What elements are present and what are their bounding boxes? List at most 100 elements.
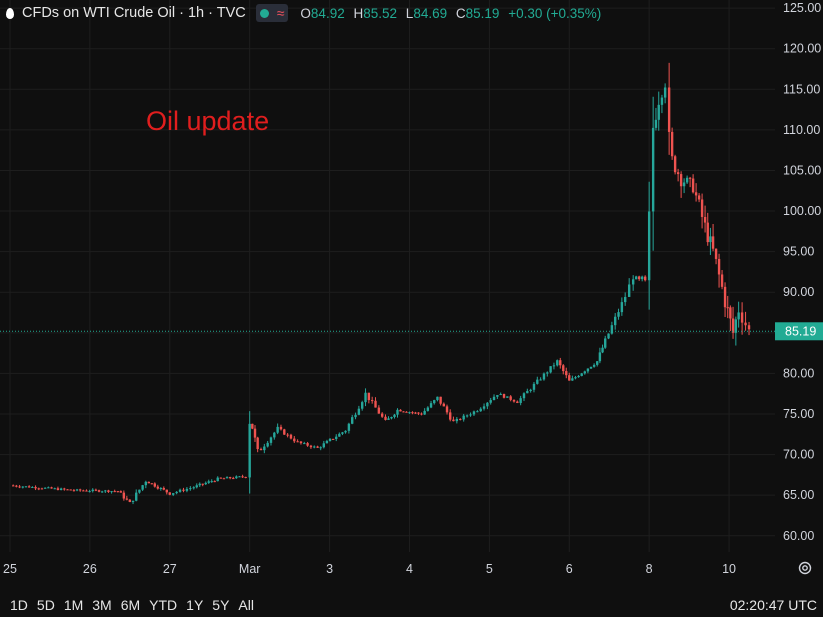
candle-body	[568, 375, 571, 381]
candle-body	[711, 236, 715, 249]
time-range-bar: 1D 5D 1M 3M 6M YTD 1Y 5Y All 02:20:47 UTC	[0, 594, 823, 617]
candle-body	[213, 481, 216, 483]
candle-body	[159, 487, 162, 489]
candle-body	[131, 500, 135, 503]
candle-body	[309, 445, 313, 448]
candle-body	[691, 178, 695, 193]
candle-body	[122, 492, 126, 499]
candle-body	[107, 490, 110, 492]
candle-body	[492, 396, 496, 401]
candle-body	[238, 476, 241, 478]
timeframe-buttons: 1D 5D 1M 3M 6M YTD 1Y 5Y All	[10, 597, 263, 613]
candle-body	[697, 195, 701, 200]
timeframe-button-ytd[interactable]: YTD	[149, 597, 178, 613]
candle-body	[522, 393, 526, 399]
x-tick-label: 25	[3, 562, 17, 576]
candle-body	[27, 486, 31, 488]
candle-body	[360, 402, 364, 409]
candle-body	[21, 486, 24, 488]
y-tick-label: 65.00	[783, 488, 814, 502]
candle-body	[293, 438, 296, 442]
candle-body	[195, 485, 198, 488]
candle-body	[357, 408, 361, 415]
candle-body	[135, 492, 138, 501]
timeframe-button-3m[interactable]: 3M	[92, 597, 112, 613]
open-value: 84.92	[310, 5, 345, 21]
candle-body	[592, 364, 596, 367]
candle-body	[574, 377, 577, 379]
chart-header: CFDs on WTI Crude Oil · 1h · TVC ≈ O84.9…	[6, 4, 606, 22]
candle-body	[299, 441, 303, 444]
candle-body	[723, 286, 727, 308]
candle-body	[325, 440, 329, 444]
candle-body	[380, 413, 384, 417]
timeframe-button-5d[interactable]: 5D	[36, 597, 55, 613]
y-tick-label: 60.00	[783, 529, 814, 543]
change-value: +0.30 (+0.35%)	[508, 5, 602, 21]
high-value: 85.52	[363, 5, 398, 21]
last-price-label: 85.19	[785, 324, 816, 338]
x-tick-label: 8	[646, 562, 653, 576]
y-tick-label: 110.00	[783, 123, 820, 137]
candle-body	[150, 483, 154, 485]
y-tick-label: 90.00	[783, 285, 814, 299]
candle-body	[486, 402, 489, 407]
candle-body	[53, 488, 56, 490]
candle-body	[222, 478, 226, 480]
price-chart[interactable]: 60.0065.0070.0075.0080.0085.0090.0095.00…	[0, 0, 823, 594]
timeframe-button-5y[interactable]: 5Y	[212, 597, 230, 613]
candle-body	[562, 365, 565, 372]
candle-body	[700, 199, 704, 217]
x-tick-label: 10	[722, 562, 736, 576]
timeframe-button-6m[interactable]: 6M	[120, 597, 141, 613]
candle-body	[526, 391, 529, 394]
candle-body	[489, 400, 492, 403]
candle-body	[273, 432, 276, 438]
candle-body	[673, 156, 677, 173]
candle-body	[351, 417, 354, 424]
candle-body	[479, 408, 482, 412]
candle-body	[532, 383, 536, 390]
candle-body	[175, 491, 178, 494]
indicator-toggle[interactable]: ≈	[255, 4, 289, 22]
candle-body	[433, 400, 436, 404]
candle-body	[709, 236, 712, 243]
candle-body	[335, 436, 338, 439]
candle-body	[731, 318, 735, 333]
symbol-title[interactable]: CFDs on WTI Crude Oil · 1h · TVC	[22, 5, 246, 21]
candle-body	[232, 478, 235, 480]
candle-body	[72, 490, 76, 492]
candle-body	[729, 307, 732, 319]
candle-body	[37, 488, 40, 490]
candle-body	[679, 174, 683, 187]
candle-body	[442, 403, 446, 407]
candle-body	[153, 483, 157, 487]
candle-body	[420, 413, 423, 415]
candle-body	[141, 485, 144, 490]
timeframe-button-1m[interactable]: 1M	[63, 597, 84, 613]
candle-body	[598, 352, 602, 362]
candle-body	[720, 274, 724, 287]
candle-body	[580, 373, 583, 376]
timeframe-button-all[interactable]: All	[238, 597, 254, 613]
candle-body	[559, 360, 562, 366]
candle-body	[445, 406, 449, 413]
candle-body	[426, 407, 430, 411]
candle-body	[63, 488, 66, 490]
candle-body	[182, 489, 185, 491]
candle-body	[296, 441, 299, 443]
candle-body	[40, 488, 44, 490]
candle-body	[617, 312, 620, 317]
high-key: H	[353, 5, 364, 21]
timeframe-button-1d[interactable]: 1D	[10, 597, 28, 613]
candle-body	[370, 400, 374, 402]
chart-annotation[interactable]: Oil update	[146, 106, 270, 136]
timeframe-button-1y[interactable]: 1Y	[186, 597, 204, 613]
candle-body	[744, 322, 747, 326]
candle-body	[228, 477, 232, 479]
candle-body	[235, 476, 238, 479]
candle-body	[586, 368, 590, 372]
candle-body	[56, 488, 60, 491]
candle-body	[50, 487, 53, 489]
settings-gear-icon[interactable]	[797, 560, 813, 576]
